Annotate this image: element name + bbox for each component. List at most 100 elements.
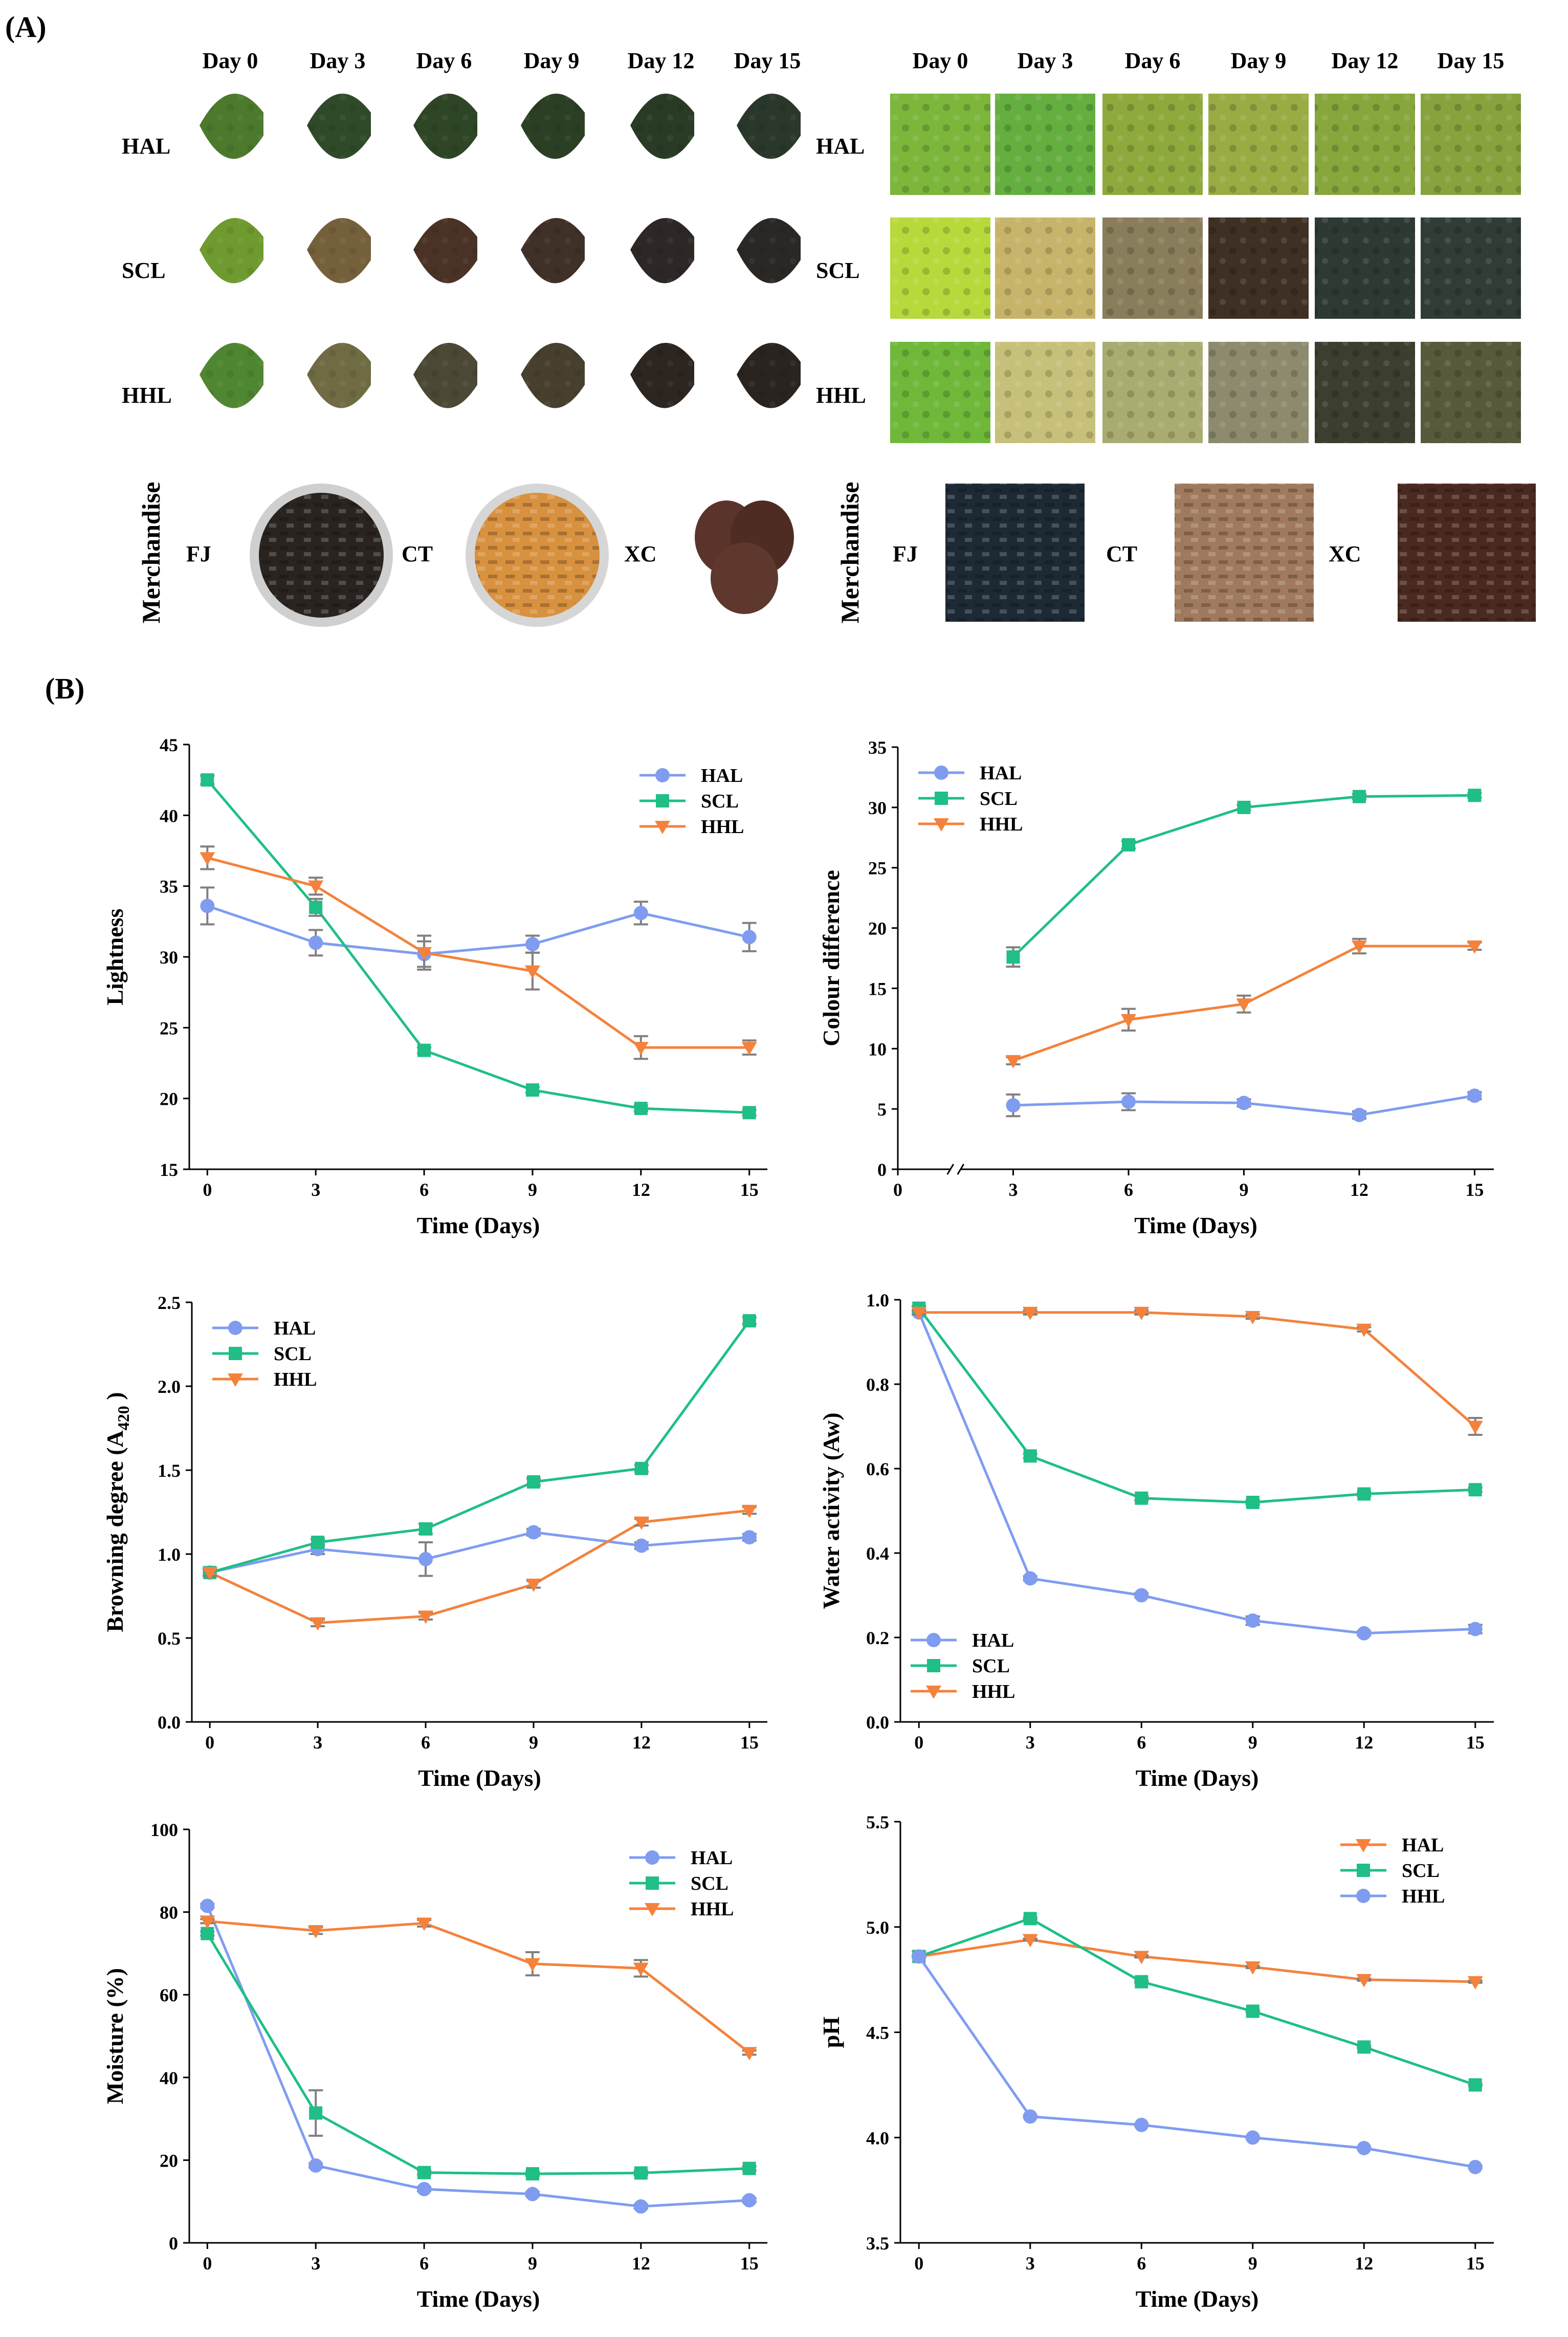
y-tick-label: 10 <box>868 1039 887 1059</box>
series-line-hal <box>917 1312 1475 1635</box>
data-point-hhl <box>1351 940 1367 954</box>
data-point-scl <box>1121 838 1135 851</box>
y-tick-label: 100 <box>150 1820 178 1840</box>
series-hal <box>200 886 757 968</box>
legend-marker <box>1356 1889 1371 1903</box>
data-point-hhl <box>741 1504 757 1518</box>
data-point-scl <box>525 1083 539 1097</box>
data-point-hal <box>526 1525 541 1540</box>
legend-item-hal: HAL <box>629 1847 733 1869</box>
x-tick-label: 12 <box>1355 1732 1373 1753</box>
peel-texture-hhl-day-0 <box>200 342 263 408</box>
y-tick-label: 15 <box>160 1160 178 1180</box>
legend-label: HHL <box>980 814 1023 835</box>
legend-label: SCL <box>1402 1860 1440 1882</box>
legend-item-hal: HAL <box>918 762 1022 784</box>
data-point-scl <box>634 2166 648 2180</box>
y-tick-label: 20 <box>868 919 887 939</box>
legend-marker <box>229 1347 242 1360</box>
x-tick-label: 15 <box>1466 1732 1485 1753</box>
peel-texture-hal-day-6 <box>413 93 477 159</box>
legend-marker <box>656 794 669 807</box>
x-tick-label: 15 <box>740 2253 759 2274</box>
merch-labels: FJ CT XC FJ CT XC <box>186 541 1361 566</box>
merch-surface-texture-fj <box>945 484 1085 622</box>
merch-surface-photos <box>945 484 1536 622</box>
row-label-right-scl: SCL <box>816 258 860 283</box>
peel-texture-hhl-day-9 <box>521 342 585 408</box>
x-tick-label: 6 <box>419 2253 429 2274</box>
data-point-scl <box>1357 1487 1371 1501</box>
legend-label: HHL <box>701 816 744 838</box>
surface-texture-scl-day-15 <box>1421 217 1521 319</box>
y-axis-title: pH <box>818 2017 844 2048</box>
data-point-hhl <box>1468 2159 1483 2174</box>
x-tick-label: 15 <box>1466 2253 1485 2274</box>
data-point-hhl <box>911 1306 927 1320</box>
data-point-hhl <box>633 1962 649 1976</box>
legend-item-hal: HAL <box>639 765 743 787</box>
data-point-hhl <box>633 1042 649 1056</box>
day-header-left-0: Day 0 <box>203 48 258 73</box>
data-point-hhl <box>1245 1311 1261 1324</box>
x-tick-label: 3 <box>1008 1180 1018 1200</box>
series-hal <box>1006 1088 1482 1122</box>
row-label-left-hal: HAL <box>122 134 170 159</box>
data-point-scl <box>1468 2078 1482 2092</box>
series-line-hal <box>206 1905 749 2208</box>
y-tick-label: 25 <box>868 858 887 879</box>
x-tick-label: 0 <box>205 1732 214 1753</box>
data-point-scl <box>1237 800 1251 814</box>
y-tick-label: 45 <box>160 735 178 755</box>
y-axis-title: Water activity (Aw) <box>818 1412 844 1609</box>
y-axis-title: Browning degree (A420 ) <box>102 1392 132 1632</box>
day-header-right-4: Day 12 <box>1332 48 1399 73</box>
x-axis-title: Time (Days) <box>418 1765 541 1791</box>
x-tick-label: 9 <box>1248 2253 1257 2274</box>
y-tick-label: 0.6 <box>866 1459 889 1479</box>
y-tick-label: 20 <box>160 1089 178 1109</box>
peel-texture-hhl-day-6 <box>413 342 477 408</box>
data-point-hhl <box>416 947 432 960</box>
merch-label-right-xc: XC <box>1329 541 1361 566</box>
series-scl <box>1006 789 1482 968</box>
y-tick-label: 0.0 <box>158 1712 181 1733</box>
panel-b-label: (B) <box>45 672 84 705</box>
legend-item-scl: SCL <box>918 788 1018 810</box>
legend: HAL SCL HHL <box>639 765 744 838</box>
data-point-hhl <box>912 1949 926 1964</box>
surface-texture-scl-day-12 <box>1315 217 1415 319</box>
x-axis-break <box>946 1164 965 1175</box>
data-point-scl <box>525 2167 539 2181</box>
x-tick-label: 12 <box>632 1732 651 1753</box>
legend-item-hhl: HHL <box>918 814 1023 835</box>
y-axis-title: Colour difference <box>818 870 844 1046</box>
day-headers-right: Day 0 Day 3 Day 6 Day 9 Day 12 Day 15 <box>913 48 1505 73</box>
merch-photo-xc <box>695 500 794 614</box>
water-activity-chart: 0.0 0.2 0.4 0.6 0.8 1.0 0 3 6 9 12 15 Time (Days) Wat… <box>818 1290 1494 1791</box>
data-point-hhl <box>524 1958 540 1972</box>
data-point-scl <box>1006 950 1020 964</box>
peel-texture-hhl-day-15 <box>737 342 801 408</box>
data-point-hhl <box>1245 2130 1260 2145</box>
data-point-scl <box>201 773 214 787</box>
x-tick-label: 9 <box>528 1180 537 1200</box>
series-line-hal <box>207 905 750 955</box>
peel-texture-hal-day-9 <box>521 93 585 159</box>
merch-label-left-fj: FJ <box>186 541 211 566</box>
moisture-chart: 0 20 40 60 80 100 0 3 6 9 12 15 Time (Days) Moisture … <box>102 1820 767 2312</box>
series-hal <box>912 1305 1483 1641</box>
data-point-hhl <box>1467 1421 1483 1434</box>
legend-label: HAL <box>972 1630 1014 1651</box>
series-line-hhl <box>918 1955 1476 2169</box>
y-tick-label: 15 <box>868 978 887 999</box>
legend-label: HHL <box>1402 1886 1445 1907</box>
data-point-scl <box>309 2106 323 2120</box>
series-line-scl <box>1012 794 1475 958</box>
peel-texture-scl-day-6 <box>413 217 477 283</box>
data-point-hhl <box>418 1610 434 1624</box>
y-tick-label: 3.5 <box>866 2233 889 2254</box>
series-scl <box>912 1912 1483 2092</box>
y-tick-label: 40 <box>160 2068 178 2088</box>
y-tick-label: 35 <box>868 737 887 758</box>
